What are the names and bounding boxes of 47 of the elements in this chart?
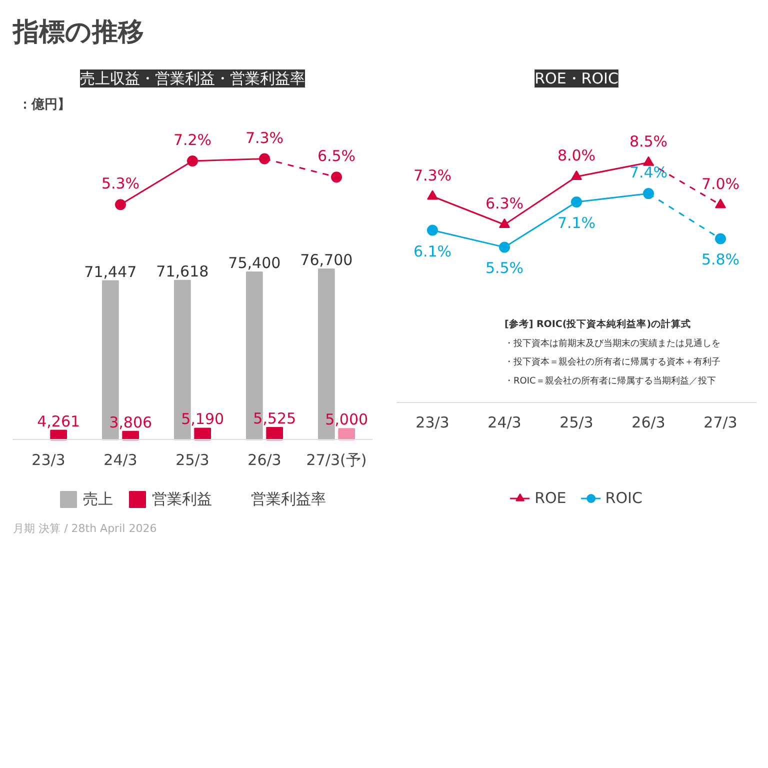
data-label: 4,261 — [37, 412, 80, 430]
data-label: 7.3% — [413, 166, 452, 184]
data-label: 7.2% — [173, 131, 212, 150]
data-label: 7.1% — [557, 214, 596, 232]
data-label: 5.5% — [485, 259, 524, 278]
text: [参考] ROIC(投下資本純利益率)の計算式 — [504, 318, 692, 330]
legend-label: ROIC — [605, 489, 642, 507]
text: ・投下資本＝親会社の所有者に帰属する資本＋有利子 — [504, 356, 720, 368]
text: ・投下資本は前期末及び当期末の実績または見通しを — [504, 338, 720, 349]
x-tick-label: 27/3(予) — [306, 450, 367, 469]
data-label: 76,700 — [300, 251, 353, 270]
x-tick-label: 26/3 — [248, 450, 282, 469]
data-label: 5.3% — [101, 174, 140, 193]
legend-label: 売上 — [83, 490, 113, 508]
data-label: 71,447 — [84, 262, 137, 281]
x-tick-label: 26/3 — [632, 414, 666, 432]
data-label: 6.1% — [413, 242, 452, 260]
text: 営業利益率 — [251, 490, 326, 508]
data-label: 8.0% — [557, 146, 596, 165]
legend-label: ROE — [534, 489, 566, 507]
data-label: 7.4% — [629, 164, 668, 182]
x-tick-label: 23/3 — [32, 450, 66, 469]
data-label: 5,525 — [253, 409, 296, 428]
data-label: 5,190 — [181, 410, 224, 428]
data-label: 7.0% — [701, 174, 740, 193]
data-label: 5,000 — [325, 410, 368, 429]
data-label: 71,618 — [156, 262, 209, 280]
data-label: 75,400 — [228, 254, 281, 272]
text: ・ROIC＝親会社の所有者に帰属する当期利益／投下 — [504, 376, 716, 387]
data-label: 5.8% — [701, 250, 740, 269]
x-tick-label: 24/3 — [488, 414, 522, 432]
x-tick-label: 27/3 — [704, 414, 738, 432]
data-label: 6.5% — [317, 147, 356, 166]
data-label: 6.3% — [485, 194, 524, 213]
data-label: 7.3% — [245, 128, 284, 147]
x-tick-label: 25/3 — [560, 414, 594, 432]
text: 指標の推移 — [12, 18, 144, 48]
text: 月期 決算 / 28th April 2026 — [13, 522, 157, 535]
chart-title: 売上収益・営業利益・営業利益率 — [80, 70, 305, 88]
chart-title: ROE・ROIC — [534, 70, 618, 88]
chart-subtitle: ：億円】 — [18, 96, 70, 112]
x-tick-label: 24/3 — [104, 450, 138, 469]
x-tick-label: 25/3 — [176, 450, 210, 469]
data-label: 3,806 — [109, 413, 152, 432]
x-tick-label: 23/3 — [416, 414, 450, 432]
data-label: 8.5% — [629, 132, 668, 150]
legend-label: 営業利益 — [152, 490, 212, 508]
